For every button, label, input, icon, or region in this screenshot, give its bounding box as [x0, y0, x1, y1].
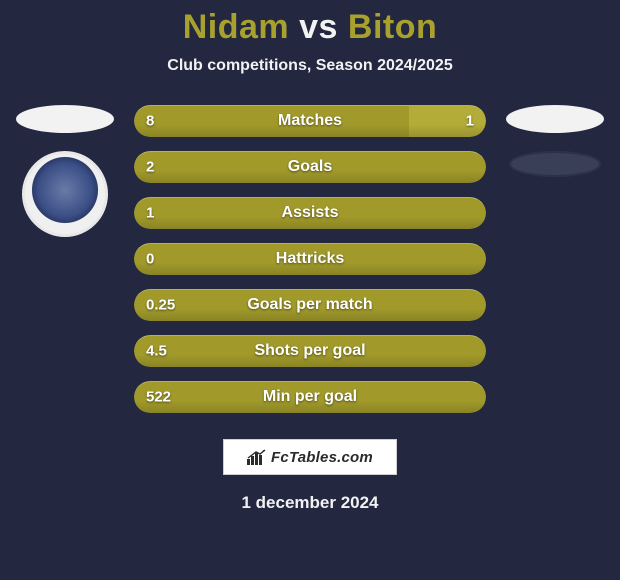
flag-right-icon	[506, 105, 604, 133]
title-player2: Biton	[348, 8, 437, 46]
bar-value-left: 0.25	[146, 297, 175, 314]
chart-icon	[247, 449, 267, 465]
bar-label: Min per goal	[263, 388, 357, 406]
stat-bar: 0.25 Goals per match	[134, 289, 486, 321]
date-label: 1 december 2024	[0, 493, 620, 513]
bar-label: Matches	[278, 112, 342, 130]
bar-value-left: 4.5	[146, 343, 167, 360]
stat-bar: 2 Goals	[134, 151, 486, 183]
stat-bar: 522 Min per goal	[134, 381, 486, 413]
stat-bar: 1 Assists	[134, 197, 486, 229]
bar-left-fill	[134, 105, 409, 137]
club-badge-left-icon	[22, 151, 108, 237]
watermark-text: FcTables.com	[271, 449, 373, 466]
bar-value-right: 1	[466, 113, 474, 130]
title-vs: vs	[299, 8, 338, 46]
stat-bar: 4.5 Shots per goal	[134, 335, 486, 367]
subtitle: Club competitions, Season 2024/2025	[0, 57, 620, 75]
bar-label: Shots per goal	[254, 342, 365, 360]
flag-left-icon	[16, 105, 114, 133]
bar-value-left: 8	[146, 113, 154, 130]
bar-label: Goals	[288, 158, 332, 176]
bar-right-fill	[409, 105, 486, 137]
club-badge-right-icon	[509, 151, 601, 177]
bar-value-left: 522	[146, 389, 171, 406]
title-player1: Nidam	[183, 8, 289, 46]
bar-label: Hattricks	[276, 250, 344, 268]
right-player-column	[500, 105, 610, 177]
stat-bar: 0 Hattricks	[134, 243, 486, 275]
left-player-column	[10, 105, 120, 237]
content-area: 8 1 Matches 2 Goals 1 Assists 0 Hattricks 0.25 Goa…	[0, 105, 620, 413]
bar-value-left: 0	[146, 251, 154, 268]
bar-label: Goals per match	[247, 296, 372, 314]
bar-value-left: 1	[146, 205, 154, 222]
stat-bar: 8 1 Matches	[134, 105, 486, 137]
bar-value-left: 2	[146, 159, 154, 176]
comparison-bars: 8 1 Matches 2 Goals 1 Assists 0 Hattricks 0.25 Goa…	[134, 105, 486, 413]
page-title: Nidam vs Biton	[0, 0, 620, 47]
bar-label: Assists	[282, 204, 339, 222]
watermark: FcTables.com	[223, 439, 397, 475]
